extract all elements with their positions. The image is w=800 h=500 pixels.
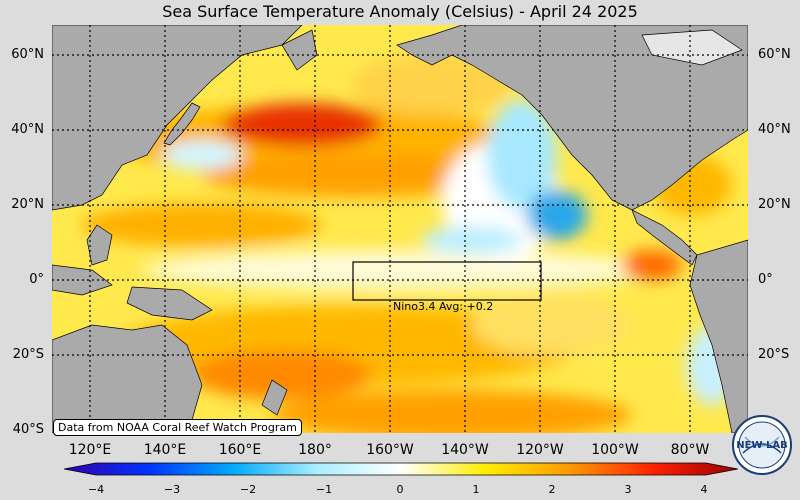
colorbar-tick-minus1: −1 xyxy=(315,483,333,496)
lon-label-140e: 140°E xyxy=(143,442,187,458)
logo-text: NEW LAB xyxy=(736,440,787,451)
south-america-landmass xyxy=(689,239,748,433)
lon-label-120e: 120°E xyxy=(68,442,112,458)
philippines-landmass xyxy=(86,224,113,266)
colorbar-tick-0: 0 xyxy=(396,483,404,496)
new-guinea-landmass xyxy=(126,286,213,321)
graticule xyxy=(52,25,748,433)
colorbar-tick-2: 2 xyxy=(548,483,556,496)
colorbar-tick-1: 1 xyxy=(472,483,480,496)
lat-label-40s-left: 40°S xyxy=(12,422,44,437)
lat-label-60n-right: 60°N xyxy=(758,47,791,62)
data-credit: Data from NOAA Coral Reef Watch Program xyxy=(53,419,302,436)
lat-label-40n-right: 40°N xyxy=(758,122,791,137)
lat-label-0-left: 0° xyxy=(29,272,44,287)
lon-label-160w: 160°W xyxy=(366,442,414,458)
colorbar-tick-minus2: −2 xyxy=(239,483,257,496)
lon-label-180: 180° xyxy=(298,442,332,458)
colorbar xyxy=(64,462,738,476)
lat-label-60n-left: 60°N xyxy=(11,47,44,62)
colorbar-tick-3: 3 xyxy=(624,483,632,496)
map-canvas xyxy=(52,25,748,433)
sst-anomaly-map: Nino3.4 Avg: +0.2 xyxy=(52,25,748,433)
arctic-ice-patch xyxy=(641,29,743,66)
japan-landmass xyxy=(163,102,201,146)
lon-label-100w: 100°W xyxy=(591,442,639,458)
new-zealand-landmass xyxy=(261,379,288,416)
lon-label-160e: 160°E xyxy=(218,442,262,458)
nino34-label: Nino3.4 Avg: +0.2 xyxy=(393,300,494,313)
australia-landmass xyxy=(52,324,203,433)
lat-label-20n-right: 20°N xyxy=(758,197,791,212)
lat-label-40n-left: 40°N xyxy=(11,122,44,137)
colorbar-tick-4: 4 xyxy=(700,483,708,496)
map-title: Sea Surface Temperature Anomaly (Celsius… xyxy=(162,2,638,21)
lon-label-140w: 140°W xyxy=(441,442,489,458)
lat-label-20n-left: 20°N xyxy=(11,197,44,212)
lon-label-120w: 120°W xyxy=(516,442,564,458)
central-america-landmass xyxy=(631,209,698,266)
lon-label-80w: 80°W xyxy=(670,442,710,458)
lat-label-20s-left: 20°S xyxy=(12,347,44,362)
lat-label-20s-right: 20°S xyxy=(758,347,790,362)
colorbar-tick-minus4: −4 xyxy=(87,483,105,496)
nexlab-logo: NEW LAB xyxy=(732,415,792,475)
lat-label-0-right: 0° xyxy=(758,272,773,287)
north-america-landmass xyxy=(396,25,748,211)
nino34-box xyxy=(352,261,542,301)
colorbar-tick-minus3: −3 xyxy=(163,483,181,496)
